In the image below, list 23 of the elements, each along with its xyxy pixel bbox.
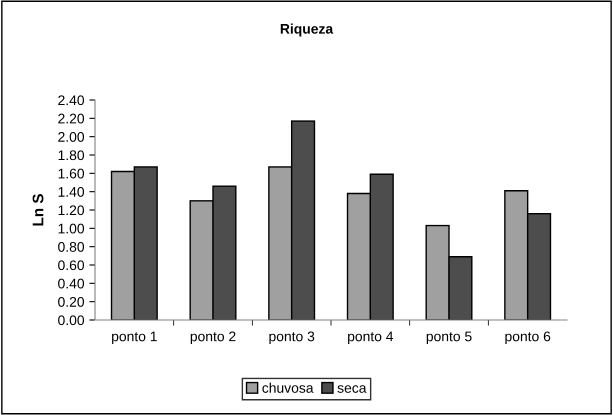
y-tick-label: 1.80 xyxy=(58,150,84,160)
y-tick-label: 0.20 xyxy=(58,297,84,307)
x-tick-label: ponto 3 xyxy=(269,331,314,344)
y-tick-label: 1.20 xyxy=(58,205,84,216)
chart-title: Riqueza xyxy=(280,24,334,36)
x-tick-label: ponto 4 xyxy=(348,332,394,344)
y-tick-label: 2.00 xyxy=(58,132,84,142)
y-tick-label: 0.00 xyxy=(58,315,84,326)
y-tick-label: 2.40 xyxy=(58,95,84,106)
y-axis-title: Ln S xyxy=(32,194,44,226)
y-tick-label: 1.00 xyxy=(58,224,84,234)
x-tick-label: ponto 2 xyxy=(190,331,236,344)
y-tick-label: 1.40 xyxy=(58,187,84,197)
y-tick-label: 2.20 xyxy=(58,114,84,124)
legend-label: chuvosa xyxy=(262,382,314,393)
y-tick-label: 0.40 xyxy=(58,278,84,289)
x-tick-label: ponto 6 xyxy=(505,331,550,344)
y-tick-label: 1.60 xyxy=(58,168,84,179)
x-tick-label: ponto 5 xyxy=(426,332,472,344)
y-tick-label: 0.60 xyxy=(58,260,84,270)
x-tick-label: ponto 1 xyxy=(112,332,157,344)
y-tick-label: 0.80 xyxy=(58,242,84,252)
legend-label: seca xyxy=(338,385,366,393)
